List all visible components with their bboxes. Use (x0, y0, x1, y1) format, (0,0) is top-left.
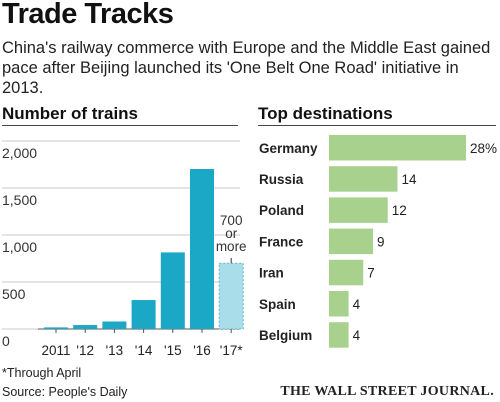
category-label: Russia (259, 172, 304, 187)
bar (160, 252, 185, 329)
trains-chart-title: Number of trains (2, 104, 139, 123)
category-label: Poland (259, 203, 304, 218)
chart-title: Trade Tracks (2, 0, 174, 30)
y-tick-label: 1,500 (2, 192, 37, 208)
x-tick-label: '13 (106, 343, 124, 358)
destinations-header-rule (258, 125, 496, 126)
trains-header-rule (2, 125, 238, 126)
bar (329, 291, 349, 317)
value-label: 7 (367, 266, 375, 281)
x-tick-label: '17* (220, 343, 244, 358)
bar (44, 327, 68, 329)
bar (329, 197, 388, 223)
annotation-label: 700 (220, 213, 243, 228)
x-tick-label: '12 (76, 343, 94, 358)
bar (73, 325, 98, 329)
bar (190, 169, 214, 329)
value-label: 28% (470, 141, 497, 156)
bar (131, 300, 156, 329)
destinations-chart-title: Top destinations (258, 104, 393, 123)
source-note: Source: People's Daily (2, 385, 128, 399)
y-tick-label: 1,000 (2, 239, 37, 255)
value-label: 12 (392, 203, 407, 218)
category-label: Iran (259, 266, 284, 281)
category-label: Spain (259, 297, 296, 312)
annotation-label: or (225, 226, 238, 241)
y-tick-label: 0 (2, 333, 10, 349)
value-label: 4 (353, 297, 361, 312)
bar (329, 228, 374, 255)
chart-subtitle: China's railway commerce with Europe and… (2, 39, 491, 97)
value-label: 9 (377, 234, 385, 249)
value-label: 4 (353, 328, 361, 343)
category-label: France (259, 234, 304, 249)
bar (329, 322, 349, 348)
footnote-through-april: *Through April (2, 366, 82, 380)
x-tick-label: '15 (164, 343, 182, 358)
x-tick-label: '14 (135, 343, 153, 358)
bar (329, 166, 398, 192)
bar (102, 321, 127, 329)
bar-projected (218, 262, 244, 330)
annotation-label: more (216, 239, 247, 254)
bar (329, 135, 466, 161)
category-label: Germany (259, 141, 318, 156)
wsj-logo: THE WALL STREET JOURNAL. (280, 384, 494, 399)
bar (329, 259, 364, 286)
x-tick-label: '16 (193, 343, 211, 358)
category-label: Belgium (259, 328, 312, 343)
value-label: 14 (402, 172, 418, 187)
y-tick-label: 2,000 (2, 145, 37, 161)
x-tick-label: 2011 (41, 343, 70, 358)
y-tick-label: 500 (2, 286, 26, 302)
